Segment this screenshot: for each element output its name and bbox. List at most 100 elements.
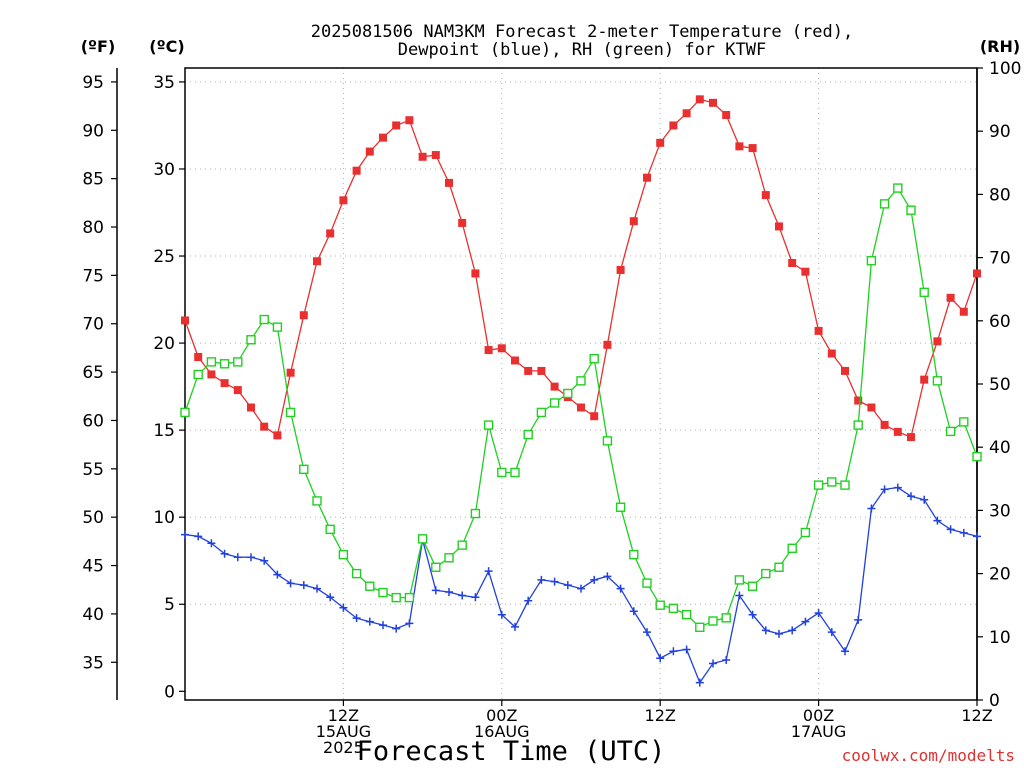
rh-point [879,199,890,209]
temperature-point [431,151,440,160]
temperature-point [392,121,401,130]
dewpoint-point [339,603,348,612]
rh-point [959,417,969,427]
temperature-point [537,366,546,375]
dewpoint-point [854,615,863,624]
rh-tick-label: 0 [989,691,1000,711]
rh-point [470,508,481,519]
temperature-point [603,340,612,349]
temperature-point [418,152,427,161]
rh-point [866,256,877,266]
temperature-point [669,121,678,130]
temperature-point [788,258,797,267]
temperature-point [973,269,981,278]
dewpoint-point [484,567,493,576]
rh-point [444,553,454,563]
fahrenheit-tick-label: 80 [82,218,104,238]
dewpoint-point [207,539,216,548]
rh-point [787,543,797,554]
dewpoint-point [524,596,533,605]
fahrenheit-tick-label: 55 [82,460,104,480]
rh-point [761,568,771,579]
temperature-point [339,196,348,205]
rh-point [629,549,639,560]
rh-point [813,480,824,490]
dewpoint-point [352,614,361,623]
dewpoint-point [735,591,744,600]
fahrenheit-axis-ticks: 35 40 45 50 55 60 65 70 75 80 85 90 95 [82,73,117,673]
dewpoint-point [471,593,480,602]
dewpoint-point [920,495,929,504]
dewpoint-point [761,626,770,635]
rh-point [932,376,943,386]
dewpoint-point [313,584,321,593]
temperature-point [379,133,387,142]
rh-point [206,357,217,367]
temperature-point [233,386,242,395]
rh-point [708,616,718,626]
dewpoint-point [748,610,757,619]
grid-lines [185,68,978,700]
rh-point [774,562,784,572]
fahrenheit-tick-label: 35 [82,653,104,673]
temperature-point [484,346,493,355]
temperature-point [880,420,889,429]
temperature-point [709,98,717,107]
dewpoint-point [326,593,335,602]
dewpoint-point [669,647,678,656]
dewpoint-point [656,654,665,663]
rh-point [523,429,533,440]
temperature-point [867,403,876,412]
temperature-point [946,293,955,302]
rh-point [615,502,626,512]
dewpoint-point [550,577,559,586]
rh-point [972,451,982,462]
rh-point [734,575,745,585]
dewpoint-point [590,575,599,584]
fahrenheit-tick-label: 75 [82,266,104,286]
rh-tick-label: 20 [989,565,1011,585]
temperature-point [524,366,533,375]
dewpoint-point [616,584,625,593]
dewpoint-point [603,572,612,581]
rh-point [945,426,956,437]
dewpoint-point [814,608,823,617]
temperature-point [854,396,863,405]
rh-point [602,436,613,446]
dewpoint-point [233,553,242,562]
fahrenheit-tick-label: 90 [82,121,104,141]
dewpoint-point [365,617,374,626]
dewpoint-point [181,530,189,539]
rh-point [510,467,520,478]
temperature-point [577,403,585,412]
dewpoint-point [801,617,810,626]
temperature-point [365,147,374,156]
rh-point [853,420,863,430]
temperature-point [735,142,744,151]
dewpoint-point [260,556,269,565]
temperature-point [458,218,467,227]
dewpoint-point [643,628,651,637]
rh-point [747,581,758,591]
dewpoint-point [445,588,453,597]
rh-point [378,587,388,598]
time-tick-label: 2025 [323,738,364,757]
rh-point [893,183,903,193]
rh-point [906,205,916,215]
dewpoint-point [775,629,783,638]
rh-point [312,496,322,506]
data-series [180,95,982,687]
celsius-tick-label: 25 [153,247,175,267]
rh-point [549,398,560,408]
rh-point [800,527,811,538]
time-tick-label: 12Z [328,706,359,725]
dewpoint-point [220,549,229,558]
celsius-tick-label: 10 [153,508,175,528]
fahrenheit-tick-label: 65 [82,363,104,383]
temperature-point [511,356,519,365]
temperature-point [748,144,757,153]
dewpoint-point [946,525,955,534]
temperature-point [933,337,942,346]
fahrenheit-tick-label: 45 [82,557,104,577]
